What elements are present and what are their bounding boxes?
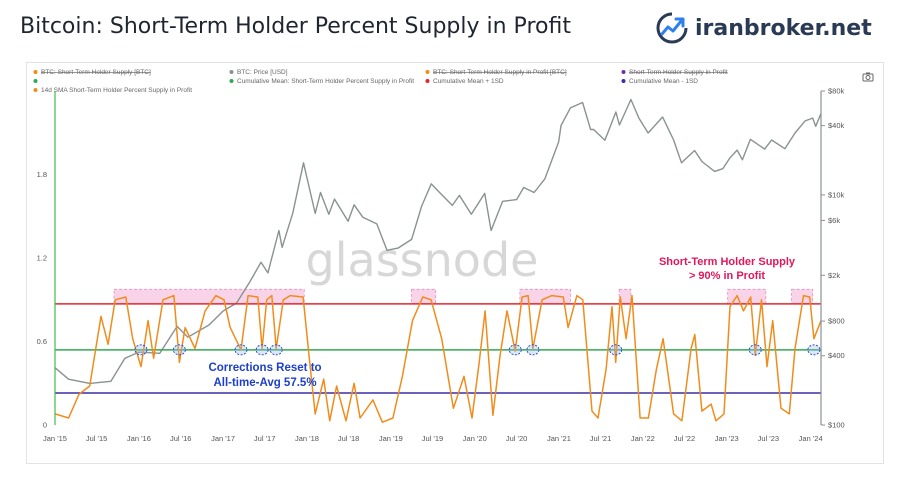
y-right-ticks: $100 $400 $800 $2k $6k $10k $40k $80k [821, 87, 845, 430]
y-left-tick-label: 0.6 [37, 337, 47, 346]
y-right-tick-label: $6k [828, 216, 840, 225]
legend-label[interactable]: Cumulative Mean - 1SD [629, 78, 698, 85]
y-left-tick-label: 0 [43, 421, 47, 430]
reset-marker [269, 344, 283, 356]
x-tick-label: Jul '16 [170, 434, 191, 443]
page-title: Bitcoin: Short-Term Holder Percent Suppl… [20, 14, 571, 39]
annotation-bottom-line1: Corrections Reset to [208, 362, 321, 374]
y-right-tick-label: $2k [828, 271, 840, 280]
trend-up-chart-icon [656, 12, 688, 44]
x-tick-label: Jul '17 [254, 434, 275, 443]
legend: BTC: Short-Term Holder Supply [BTC] BTC: … [33, 69, 728, 94]
x-tick-label: Jul '20 [506, 434, 527, 443]
x-tick-label: Jul '21 [590, 434, 611, 443]
x-axis-ticks: Jan '15 Jul '15 Jan '16 Jul '16 Jan '17 Jul '… [43, 434, 823, 443]
annotation-bottom: Corrections Reset to All-time-Avg 57.5% [208, 362, 321, 389]
x-tick-label: Jan '24 [799, 434, 823, 443]
y-right-tick-label: $80k [828, 87, 845, 96]
x-tick-label: Jan '16 [127, 434, 151, 443]
x-tick-label: Jul '23 [758, 434, 779, 443]
reference-lines [55, 303, 821, 394]
y-right-tick-label: $40k [828, 121, 845, 130]
legend-label[interactable]: BTC: Short-Term Holder Supply [BTC] [41, 69, 151, 76]
legend-swatch[interactable] [229, 70, 234, 74]
y-right-tick-label: $400 [828, 351, 845, 360]
x-tick-label: Jul '22 [674, 434, 695, 443]
reset-marker [255, 344, 269, 356]
legend-swatch[interactable] [621, 79, 626, 83]
x-tick-label: Jul '19 [422, 434, 443, 443]
brand-name: iranbroker.net [695, 15, 872, 41]
annotation-bottom-line2: All-time-Avg 57.5% [213, 377, 316, 389]
legend-swatch[interactable] [33, 70, 38, 74]
reset-marker [807, 344, 821, 356]
legend-label[interactable]: BTC: Short-Term Holder Supply in Profit … [433, 69, 567, 76]
price-line-group [54, 98, 822, 385]
legend-label[interactable]: Cumulative Mean: Short-Term Holder Perce… [237, 78, 414, 85]
axes [54, 91, 822, 425]
legend-swatch[interactable] [425, 79, 430, 83]
reset-marker [134, 344, 148, 356]
chart-frame: BTC: Short-Term Holder Supply [BTC] BTC: … [26, 62, 884, 464]
legend-label[interactable]: 14d SMA Short-Term Holder Percent Supply… [41, 87, 192, 94]
annotation-top-line2: > 90% in Profit [689, 270, 765, 282]
legend-label[interactable]: Short-Term Holder Supply in Profit [629, 69, 728, 76]
reset-marker [748, 344, 762, 356]
annotation-top-line1: Short-Term Holder Supply [659, 256, 796, 268]
reset-marker [508, 344, 522, 356]
brand-logo[interactable]: iranbroker.net [655, 10, 872, 46]
sth-line-group [54, 294, 822, 423]
x-tick-label: Jul '15 [86, 434, 107, 443]
chart-svg: BTC: Short-Term Holder Supply [BTC] BTC: … [33, 69, 874, 443]
legend-swatch[interactable] [621, 70, 626, 74]
highlight-zone [113, 288, 305, 305]
reset-marker [172, 344, 186, 356]
watermark: glassnode [306, 233, 539, 287]
x-tick-label: Jan '20 [463, 434, 487, 443]
y-right-tick-label: $10k [828, 190, 845, 199]
x-tick-label: Jan '22 [631, 434, 655, 443]
x-tick-label: Jan '15 [43, 434, 67, 443]
x-tick-label: Jul '18 [338, 434, 359, 443]
legend-label[interactable]: BTC: Price [USD] [237, 69, 288, 76]
y-left-tick-label: 1.2 [37, 254, 47, 263]
x-tick-label: Jan '19 [379, 434, 403, 443]
reset-marker [609, 344, 623, 356]
price-line [54, 98, 822, 385]
y-left-tick-label: 1.8 [37, 170, 47, 179]
reset-marker [234, 344, 248, 356]
y-right-tick-label: $100 [828, 421, 845, 430]
sth-line [54, 294, 822, 423]
camera-icon[interactable] [862, 72, 874, 82]
x-tick-label: Jan '23 [715, 434, 739, 443]
reset-markers [134, 344, 821, 356]
highlight-zones [113, 288, 814, 305]
y-right-tick-label: $800 [828, 317, 845, 326]
x-tick-label: Jan '17 [211, 434, 235, 443]
legend-label[interactable]: Cumulative Mean + 1SD [433, 78, 504, 85]
legend-swatch[interactable] [229, 79, 234, 83]
x-tick-label: Jan '18 [295, 434, 319, 443]
y-left-ticks: 0 0.6 1.2 1.8 [37, 170, 47, 430]
x-tick-label: Jan '21 [547, 434, 571, 443]
reset-marker [526, 344, 540, 356]
annotation-top: Short-Term Holder Supply > 90% in Profit [659, 256, 796, 282]
legend-swatch[interactable] [33, 88, 38, 92]
legend-swatch[interactable] [33, 79, 38, 83]
legend-swatch[interactable] [425, 70, 430, 74]
